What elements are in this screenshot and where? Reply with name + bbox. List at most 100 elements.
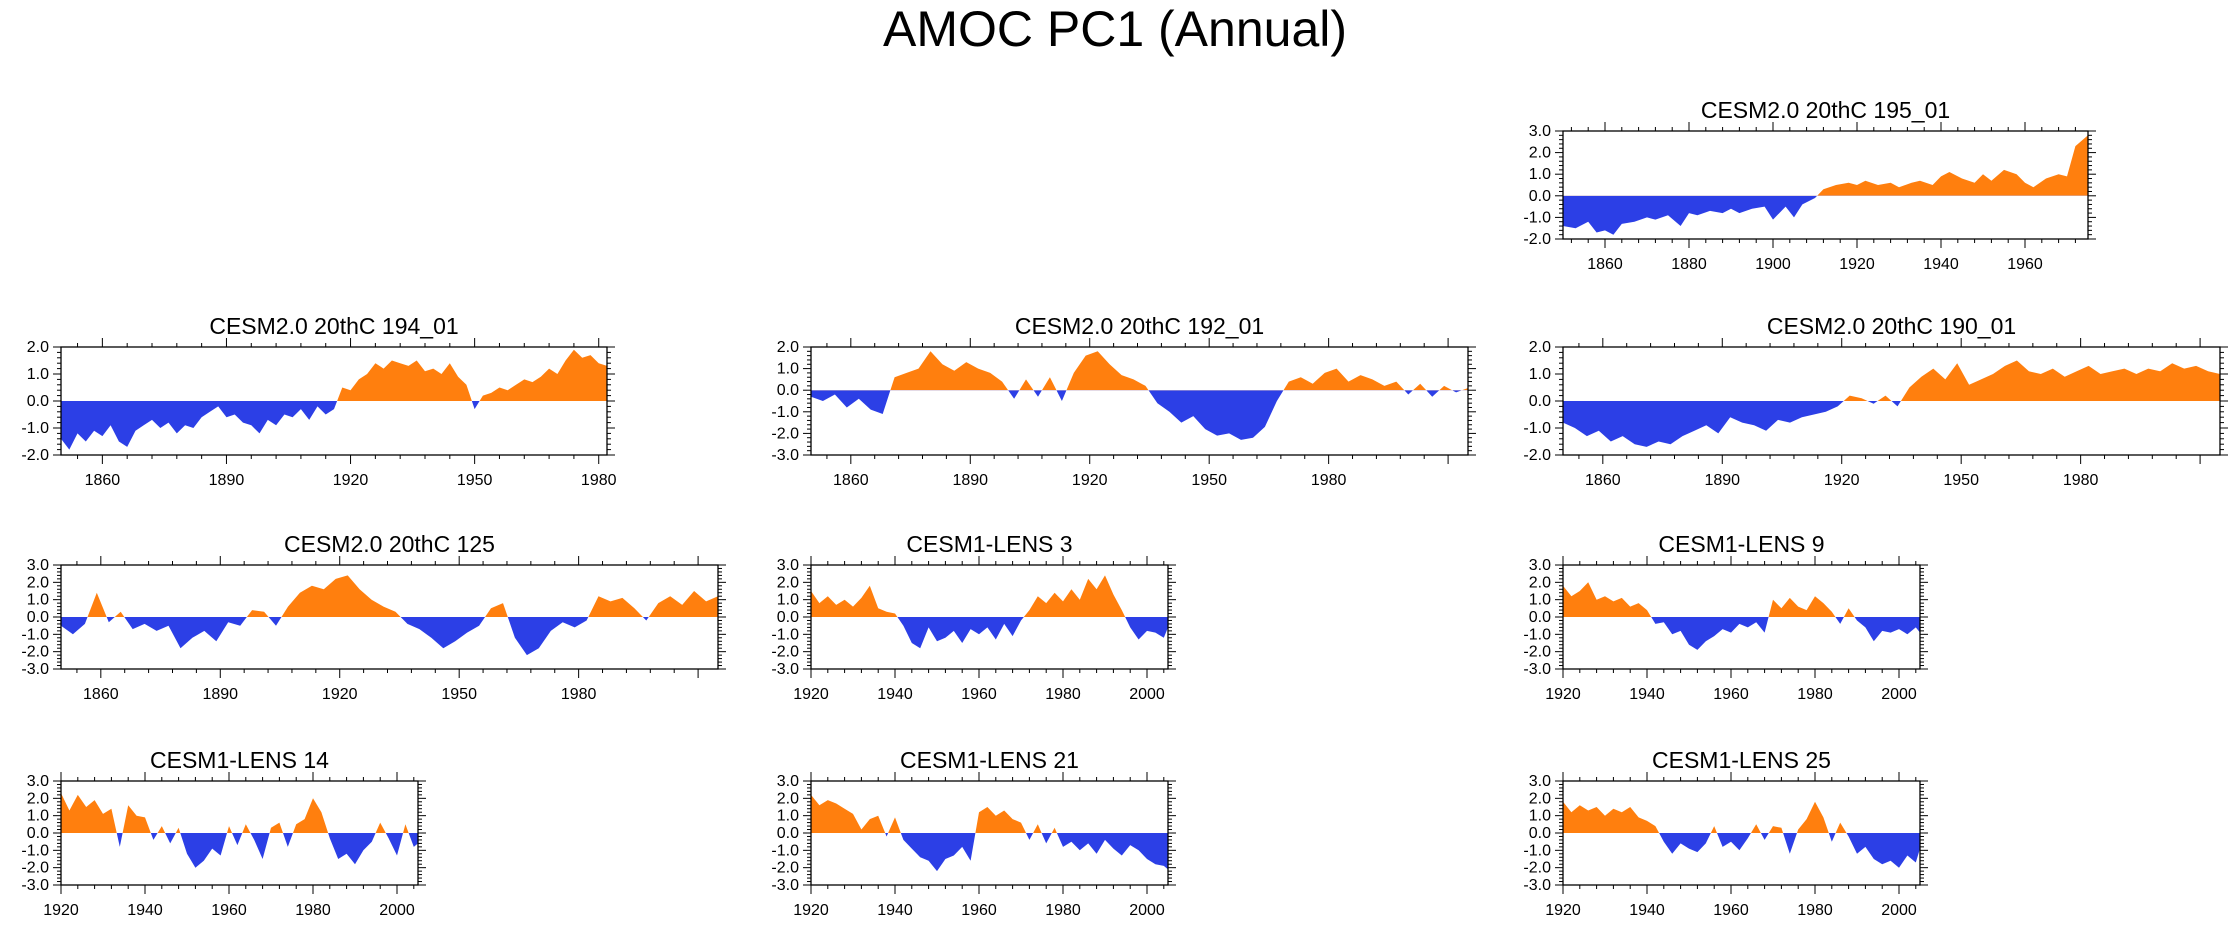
y-tick-label: -2.0	[21, 860, 49, 877]
y-tick-label: -1.0	[1523, 209, 1551, 226]
y-tick-label: -2.0	[21, 644, 49, 661]
y-tick-label: -3.0	[1523, 661, 1551, 678]
x-tick-label: 1940	[877, 686, 913, 703]
y-tick-label: -3.0	[21, 661, 49, 678]
panel-title: CESM2.0 20thC 195_01	[1701, 97, 1950, 123]
y-tick-label: 2.0	[777, 574, 799, 591]
x-tick-label: 1920	[333, 472, 369, 489]
y-tick-label: -1.0	[1523, 842, 1551, 859]
negative-area	[61, 401, 607, 450]
panel-title: CESM1-LENS 9	[1658, 531, 1824, 557]
x-tick-label: 1940	[1629, 902, 1665, 919]
x-tick-label: 1860	[1587, 256, 1623, 273]
y-tick-label: -2.0	[1523, 231, 1551, 248]
x-tick-label: 1890	[952, 472, 988, 489]
y-tick-label: 1.0	[1529, 808, 1551, 825]
y-tick-label: 0.0	[27, 825, 49, 842]
panel-title: CESM2.0 20thC 192_01	[1015, 313, 1264, 339]
panel-p195_01: 3.0 2.0 1.0 0.0 -1.0 -2.0 1860 1880 1900 1920 1940…	[1523, 97, 2096, 273]
y-tick-label: 0.0	[777, 382, 799, 399]
x-tick-label: 1880	[1671, 256, 1707, 273]
x-tick-label: 1920	[1824, 472, 1860, 489]
y-tick-label: 3.0	[777, 773, 799, 790]
y-tick-label: -3.0	[771, 447, 799, 464]
x-tick-label: 1960	[211, 902, 247, 919]
y-tick-label: 0.0	[777, 609, 799, 626]
x-tick-label: 1980	[581, 472, 617, 489]
y-tick-label: -2.0	[771, 644, 799, 661]
negative-area	[811, 617, 1168, 649]
x-tick-label: 1950	[1943, 472, 1979, 489]
y-tick-label: 0.0	[1529, 393, 1551, 410]
y-tick-label: 2.0	[27, 790, 49, 807]
y-tick-label: 1.0	[1529, 166, 1551, 183]
x-tick-label: 2000	[379, 902, 415, 919]
y-tick-label: -1.0	[1523, 626, 1551, 643]
positive-area	[61, 575, 718, 617]
x-tick-label: 1920	[322, 686, 358, 703]
x-tick-label: 1950	[457, 472, 493, 489]
positive-area	[1563, 135, 2088, 196]
panel-title: CESM2.0 20thC 194_01	[209, 313, 458, 339]
y-tick-label: 2.0	[1529, 145, 1551, 162]
figure-title: AMOC PC1 (Annual)	[882, 1, 1348, 57]
x-tick-label: 1950	[1191, 472, 1227, 489]
x-tick-label: 1940	[877, 902, 913, 919]
y-tick-label: 2.0	[1529, 574, 1551, 591]
negative-area	[811, 390, 1463, 440]
x-tick-label: 1960	[961, 686, 997, 703]
x-tick-label: 1860	[85, 472, 121, 489]
negative-area	[1563, 401, 2220, 447]
x-tick-label: 1920	[1072, 472, 1108, 489]
positive-area	[61, 349, 607, 401]
x-tick-label: 1920	[1545, 902, 1581, 919]
y-tick-label: -3.0	[771, 877, 799, 894]
y-tick-label: 2.0	[27, 574, 49, 591]
panel-p190_01: 2.0 1.0 0.0 -1.0 -2.0 1860 1890 1920 1950 1980 CES…	[1523, 313, 2228, 489]
negative-area	[1563, 833, 1920, 868]
y-tick-label: -2.0	[771, 425, 799, 442]
x-tick-label: 1980	[295, 902, 331, 919]
negative-area	[811, 833, 1168, 872]
panel-lens14: 3.02.01.00.0-1.0-2.0-3.0 1920 1940 1960 1980…	[21, 747, 426, 919]
positive-area	[1563, 582, 1920, 617]
y-tick-label: -1.0	[21, 842, 49, 859]
x-tick-label: 1920	[1839, 256, 1875, 273]
y-tick-label: 3.0	[27, 557, 49, 574]
y-tick-label: 3.0	[777, 557, 799, 574]
y-tick-label: 2.0	[1529, 790, 1551, 807]
y-tick-label: 1.0	[1529, 366, 1551, 383]
x-tick-label: 1940	[1923, 256, 1959, 273]
y-tick-label: 2.0	[1529, 339, 1551, 356]
x-tick-label: 1860	[83, 686, 119, 703]
y-tick-label: -2.0	[1523, 860, 1551, 877]
y-tick-label: 0.0	[1529, 609, 1551, 626]
x-tick-label: 1960	[2007, 256, 2043, 273]
x-tick-label: 1960	[1713, 686, 1749, 703]
y-tick-label: 1.0	[777, 808, 799, 825]
y-tick-label: -1.0	[771, 626, 799, 643]
y-tick-label: 1.0	[27, 592, 49, 609]
y-tick-label: 0.0	[27, 609, 49, 626]
axes-frame	[810, 346, 1469, 456]
y-tick-label: 2.0	[27, 339, 49, 356]
y-tick-label: 2.0	[777, 790, 799, 807]
x-tick-label: 1890	[202, 686, 238, 703]
x-tick-label: 1960	[1713, 902, 1749, 919]
panel-title: CESM1-LENS 25	[1652, 747, 1831, 773]
y-tick-label: 1.0	[777, 361, 799, 378]
panel-lens21: 3.02.01.00.0-1.0-2.0-3.0 1920 1940 1960 1980…	[771, 747, 1176, 919]
panel-p125: 3.02.01.00.0-1.0-2.0-3.0 1860 1890 1920 1950…	[21, 531, 726, 703]
x-tick-label: 1980	[561, 686, 597, 703]
x-tick-label: 1980	[2063, 472, 2099, 489]
y-tick-label: 1.0	[777, 592, 799, 609]
panel-lens9: 3.02.01.00.0-1.0-2.0-3.0 1920 1940 1960 1980…	[1523, 531, 1928, 703]
y-tick-label: -2.0	[771, 860, 799, 877]
y-tick-label: 3.0	[27, 773, 49, 790]
x-tick-label: 2000	[1881, 902, 1917, 919]
x-tick-label: 1920	[793, 902, 829, 919]
y-tick-label: 1.0	[27, 366, 49, 383]
y-tick-label: 0.0	[777, 825, 799, 842]
positive-area	[61, 793, 418, 833]
x-tick-label: 1980	[1311, 472, 1347, 489]
